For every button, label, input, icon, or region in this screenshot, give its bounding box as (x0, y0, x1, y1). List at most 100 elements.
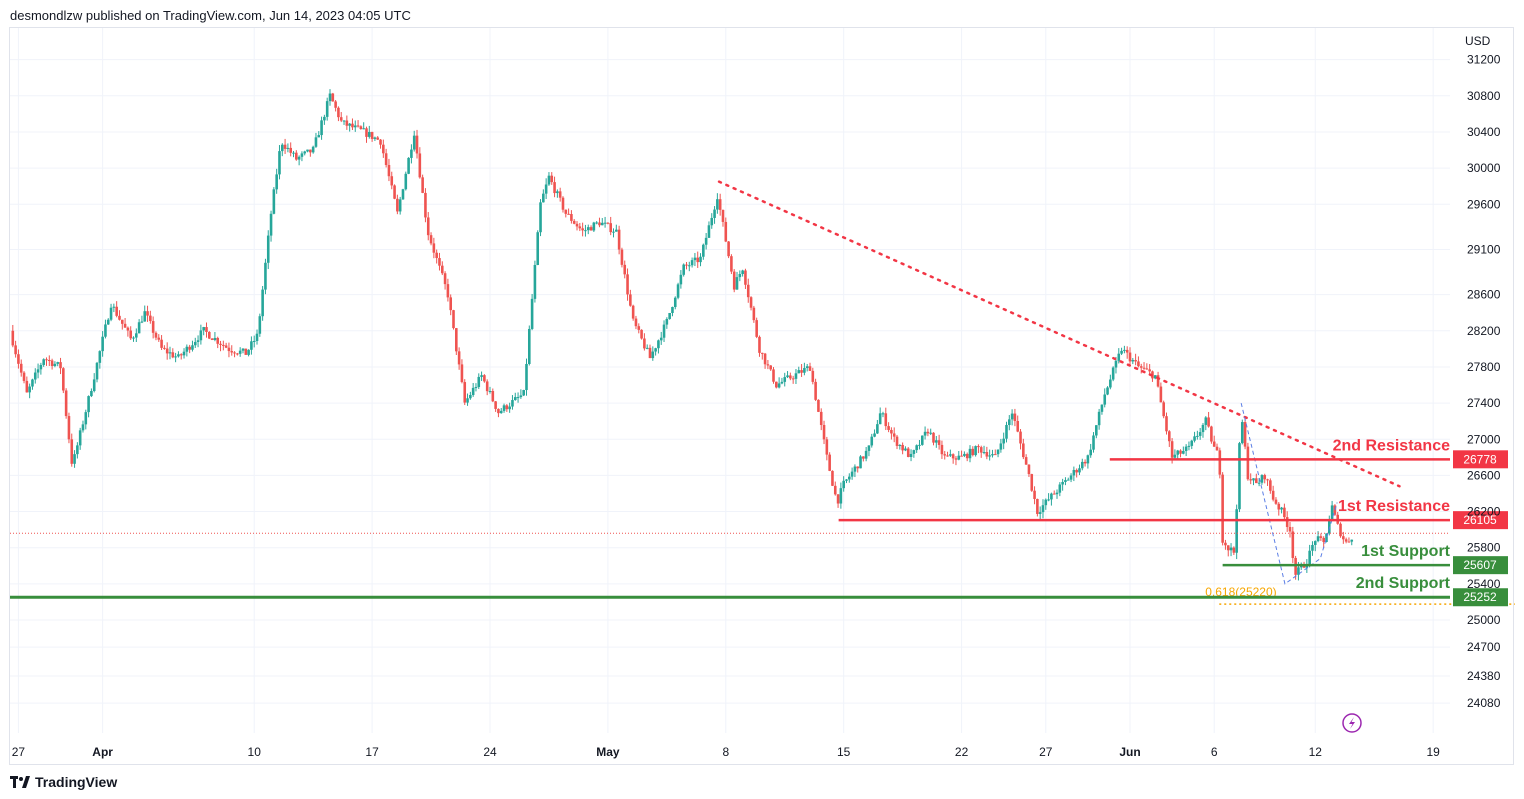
candle-body (149, 315, 152, 322)
price-tag-text: 25252 (1463, 590, 1497, 604)
trendline (717, 180, 1401, 488)
candle-body (1240, 422, 1244, 444)
candle-body (1198, 432, 1202, 436)
fib-label: 0.618(25220) (1205, 585, 1276, 599)
candle-body (1243, 422, 1247, 447)
candle (1078, 464, 1081, 476)
candle (1044, 498, 1048, 510)
candle-body (452, 310, 455, 329)
candle (1204, 416, 1208, 431)
brand-footer[interactable]: TradingView (10, 772, 117, 792)
candle-body (974, 446, 977, 456)
candle-body (359, 126, 363, 129)
candle (640, 329, 643, 340)
candle (606, 222, 610, 225)
candle (311, 145, 315, 154)
candle (662, 320, 666, 343)
candle (95, 361, 99, 383)
candle-body (1061, 481, 1064, 485)
price-chart[interactable]: 0.618(25220) 2nd Resistance 26778 1st Resis… (10, 28, 1515, 766)
candle (238, 347, 242, 357)
candle-body (258, 316, 262, 334)
candle (542, 189, 545, 203)
candle (819, 408, 823, 431)
candle (626, 268, 629, 301)
candle-body (1344, 539, 1348, 542)
candle-body (690, 260, 694, 266)
candle (1027, 464, 1031, 477)
candle (789, 372, 792, 381)
candle-body (1350, 539, 1354, 542)
candle-body (424, 192, 427, 218)
candle-body (536, 232, 540, 265)
candle-body (516, 397, 520, 399)
candle (1187, 441, 1191, 451)
candle-body (1148, 369, 1151, 372)
candle-body (123, 323, 127, 328)
candle (603, 216, 607, 228)
candle (831, 470, 834, 487)
candle-body (735, 277, 739, 290)
candle-body (957, 455, 961, 460)
candle (505, 404, 509, 412)
candle-body (819, 411, 823, 426)
candle (300, 151, 304, 162)
candle-body (631, 305, 635, 319)
candle-body (777, 383, 781, 388)
candle-body (297, 156, 301, 160)
candle (1036, 498, 1039, 517)
candle-body (398, 199, 402, 212)
candle-body (1137, 361, 1140, 367)
candle (965, 452, 969, 462)
candle-body (1055, 492, 1059, 495)
candle (791, 375, 795, 384)
candle (836, 494, 840, 508)
level-label: 1st Support (1361, 543, 1451, 560)
candle (600, 218, 604, 226)
candle-body (727, 241, 730, 257)
candle (685, 262, 688, 270)
candle (224, 342, 228, 349)
candle-body (62, 368, 65, 391)
candle (1041, 499, 1045, 519)
candle (570, 210, 573, 224)
candle (112, 303, 116, 313)
candle-body (724, 221, 728, 242)
candle-body (53, 363, 57, 367)
lightning-icon[interactable] (1342, 713, 1362, 733)
candle (11, 324, 15, 348)
candle (1142, 362, 1146, 370)
candle (163, 345, 166, 350)
candle (390, 171, 394, 190)
candle-body (50, 360, 54, 367)
candle (485, 379, 489, 396)
candle-body (752, 307, 756, 321)
candle (202, 326, 205, 336)
candle (620, 247, 624, 268)
candle (261, 286, 264, 321)
candle-body (1106, 387, 1109, 395)
candle-body (1193, 436, 1196, 441)
candle-body (511, 400, 514, 407)
candle (325, 97, 329, 121)
candle-body (407, 157, 410, 174)
candle-body (1255, 478, 1258, 484)
candle-body (817, 399, 820, 412)
candle (1193, 431, 1196, 443)
candle-body (530, 298, 534, 329)
candle (185, 344, 189, 357)
candle-body (513, 397, 517, 401)
candle-body (881, 413, 885, 415)
candle-body (1330, 505, 1334, 520)
candle-body (241, 348, 245, 351)
candle (140, 315, 144, 324)
candle (617, 225, 621, 255)
candle (979, 445, 983, 458)
candle (367, 125, 371, 139)
candle-body (991, 454, 994, 456)
candle-body (196, 340, 200, 342)
candle-body (432, 243, 436, 253)
candle (1285, 511, 1289, 532)
x-tick-label: 24 (483, 745, 497, 759)
candle (682, 263, 685, 277)
